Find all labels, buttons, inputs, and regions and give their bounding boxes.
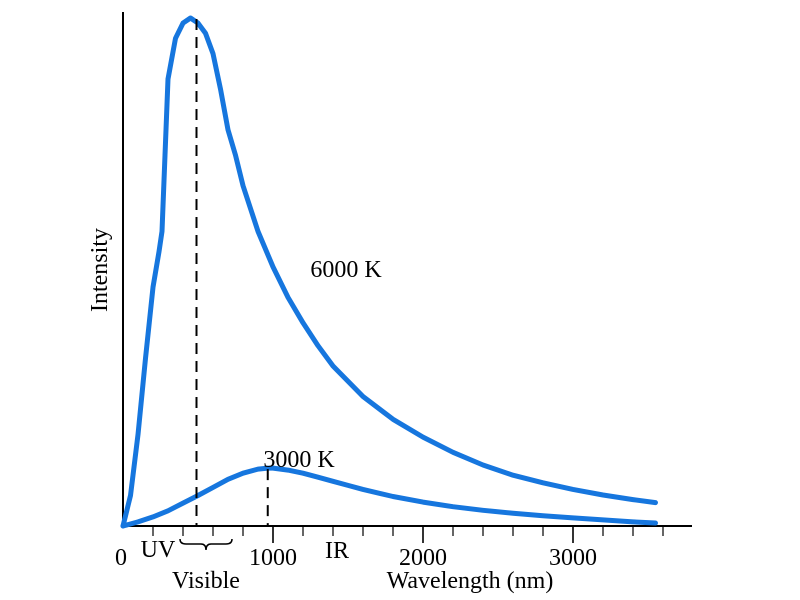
chart-series [120,15,658,529]
chart-ticks: 0 1000 2000 3000 [115,526,664,571]
uv-region-label: UV [141,537,176,563]
series-label-3000-k: 3000 K [263,447,335,473]
visible-range-brace [179,538,233,551]
series-line-3000-k [120,465,658,529]
chart-axes [122,12,692,527]
visible-region-label: Visible [172,568,240,594]
x-tick-label: 0 [115,545,127,571]
y-axis-label: Intensity [87,228,113,312]
x-tick-label: 3000 [549,545,597,571]
x-axis-label: Wavelength (nm) [387,568,554,594]
x-tick-label: 2000 [399,545,447,571]
series-label-6000-k: 6000 K [310,257,382,283]
chart-labels: Intensity Wavelength (nm) UV Visible IR … [87,228,553,594]
x-tick-label: 1000 [249,545,297,571]
series-line-6000-k [120,15,658,529]
chart-peak-lines [195,19,269,526]
ir-region-label: IR [325,538,349,564]
